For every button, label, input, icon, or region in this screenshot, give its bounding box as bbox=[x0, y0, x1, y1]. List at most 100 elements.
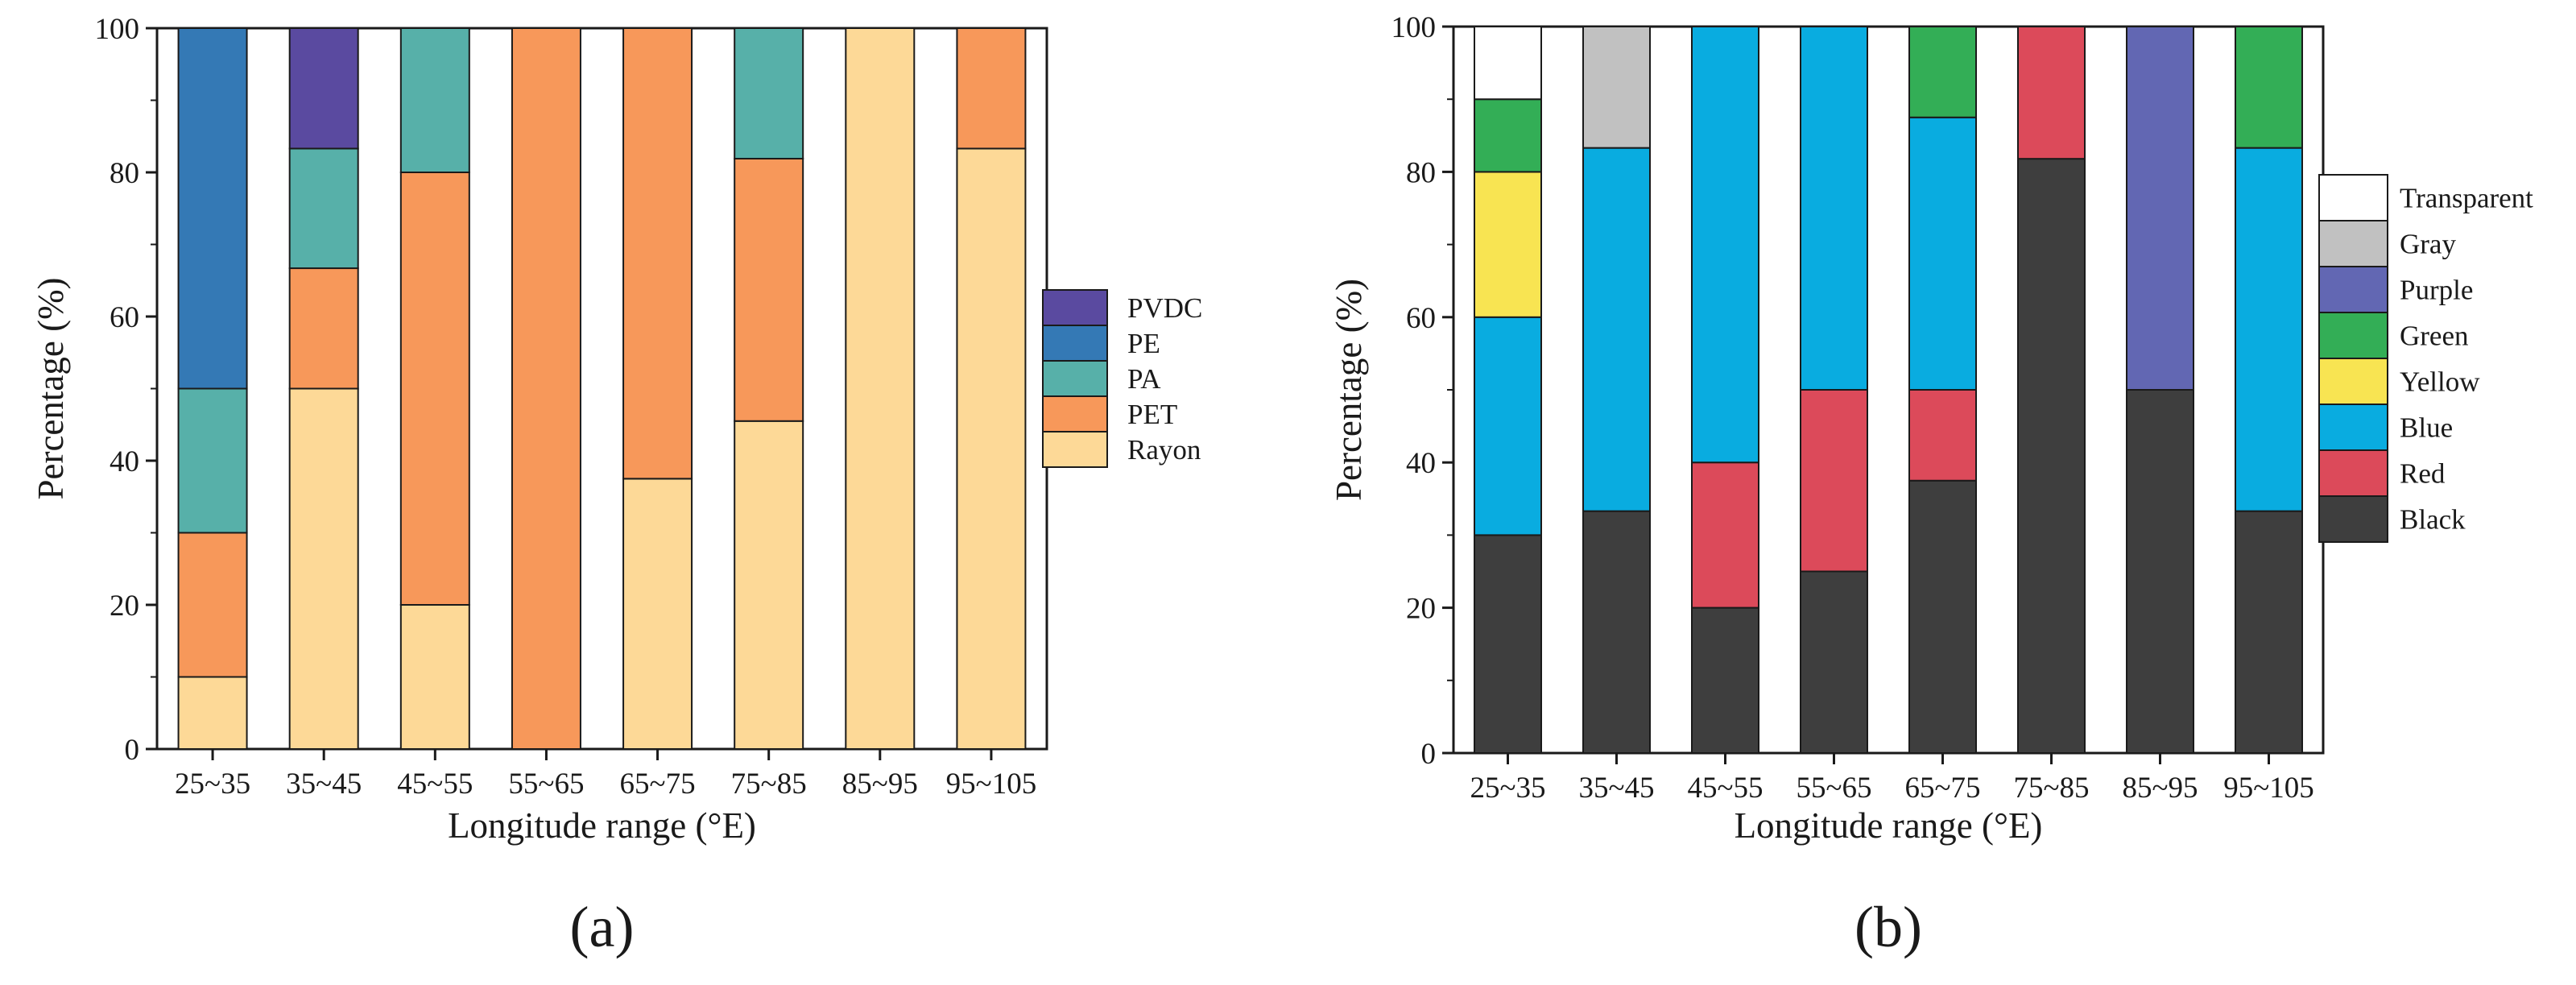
legend-swatch-rayon bbox=[1042, 431, 1108, 468]
chart-panel-a: 0 20 40 60 80 100 25~35 35~45 45~55 55~65 65~75 75~… bbox=[31, 13, 1202, 959]
legend-swatch-red bbox=[2318, 449, 2388, 497]
bar-segment-b-black-5 bbox=[2017, 158, 2086, 754]
y-tick-label: 40 bbox=[110, 445, 139, 478]
bar-segment-a-rayon-0 bbox=[177, 676, 248, 750]
bar-segment-a-pet-0 bbox=[177, 532, 248, 678]
y-tick-label: 40 bbox=[1406, 447, 1436, 480]
y-tick-label: 80 bbox=[1406, 156, 1436, 189]
y-tick-label: 80 bbox=[110, 157, 139, 190]
legend-label-gray: Gray bbox=[2400, 229, 2456, 260]
x-tick-label: 65~75 bbox=[1904, 772, 1980, 805]
legend-label-pvdc: PVDC bbox=[1127, 292, 1202, 324]
panel-label: (b) bbox=[1854, 895, 1922, 959]
legend-swatch-pa bbox=[1042, 360, 1108, 397]
bar-segment-b-blue-2 bbox=[1691, 26, 1759, 464]
bar-segment-a-rayon-4 bbox=[622, 478, 693, 750]
legend-label-red: Red bbox=[2400, 458, 2446, 490]
legend-swatch-green bbox=[2318, 312, 2388, 359]
legend-label-rayon: Rayon bbox=[1127, 434, 1201, 466]
x-tick-label: 75~85 bbox=[731, 768, 807, 801]
x-tick-label: 85~95 bbox=[842, 768, 918, 801]
y-tick-label: 60 bbox=[110, 301, 139, 334]
bar-segment-b-red-2 bbox=[1691, 461, 1759, 609]
x-tick-label: 95~105 bbox=[946, 768, 1037, 801]
bar-segment-a-pet-3 bbox=[511, 27, 581, 750]
bar-segment-b-green-7 bbox=[2235, 26, 2303, 149]
y-tick-label: 100 bbox=[1391, 11, 1437, 44]
bar-segment-a-pa-1 bbox=[288, 147, 359, 270]
legend-label-purple: Purple bbox=[2400, 275, 2473, 306]
legend-swatch-gray bbox=[2318, 220, 2388, 267]
bar-segment-b-red-4 bbox=[1908, 389, 1977, 482]
bar-segment-b-black-2 bbox=[1691, 606, 1759, 754]
legend-label-pet: PET bbox=[1127, 399, 1177, 430]
legend-label-blue: Blue bbox=[2400, 412, 2453, 444]
bar-segment-b-yellow-0 bbox=[1474, 171, 1542, 318]
bar-segment-b-blue-3 bbox=[1800, 26, 1868, 391]
legend-swatch-transparent bbox=[2318, 174, 2388, 221]
x-tick-label: 95~105 bbox=[2223, 772, 2314, 805]
bar-segment-b-black-1 bbox=[1582, 510, 1651, 754]
y-tick-label: 20 bbox=[1406, 593, 1436, 626]
bar-segment-b-black-6 bbox=[2126, 389, 2194, 754]
bar-segment-a-pet-1 bbox=[288, 267, 359, 390]
bar-segment-b-blue-7 bbox=[2235, 147, 2303, 512]
bar-segment-a-rayon-1 bbox=[288, 387, 359, 750]
x-tick-label: 35~45 bbox=[286, 768, 362, 801]
bar-segment-b-blue-1 bbox=[1582, 147, 1651, 512]
x-tick-label: 35~45 bbox=[1578, 772, 1654, 805]
bar-segment-a-pet-5 bbox=[734, 157, 804, 422]
x-tick-label: 25~35 bbox=[175, 768, 250, 801]
bar-segment-a-pet-2 bbox=[399, 172, 470, 606]
x-tick-label: 45~55 bbox=[1687, 772, 1763, 805]
bar-segment-b-blue-4 bbox=[1908, 116, 1977, 391]
legend-label-black: Black bbox=[2400, 504, 2466, 536]
bar-segment-a-rayon-7 bbox=[956, 147, 1027, 750]
y-axis-label: Percentage (%) bbox=[31, 277, 71, 499]
x-tick-label: 75~85 bbox=[2013, 772, 2089, 805]
bar-segment-a-rayon-6 bbox=[845, 27, 916, 750]
x-tick-label: 65~75 bbox=[620, 768, 696, 801]
bar-segment-a-pe-0 bbox=[177, 27, 248, 390]
legend-swatch-purple bbox=[2318, 266, 2388, 313]
bar-segment-a-rayon-2 bbox=[399, 604, 470, 750]
y-tick-label: 60 bbox=[1406, 302, 1436, 335]
bar-segment-a-rayon-5 bbox=[734, 420, 804, 751]
x-axis-label: Longitude range (°E) bbox=[448, 805, 756, 846]
bar-segment-b-green-4 bbox=[1908, 26, 1977, 118]
bar-segment-b-red-5 bbox=[2017, 26, 2086, 160]
bar-segment-b-transparent-0 bbox=[1474, 26, 1542, 101]
legend-swatch-black bbox=[2318, 495, 2388, 543]
legend-label-pe: PE bbox=[1127, 328, 1160, 359]
legend-swatch-blue bbox=[2318, 404, 2388, 451]
y-tick-label: 100 bbox=[95, 13, 140, 46]
bar-segment-b-black-7 bbox=[2235, 510, 2303, 754]
legend-label-pa: PA bbox=[1127, 363, 1161, 395]
bar-segment-b-black-4 bbox=[1908, 479, 1977, 754]
bar-segment-a-pa-0 bbox=[177, 387, 248, 534]
bar-segment-b-black-3 bbox=[1800, 570, 1868, 754]
bar-segment-b-red-3 bbox=[1800, 389, 1868, 573]
x-tick-label: 45~55 bbox=[397, 768, 473, 801]
legend-swatch-pet bbox=[1042, 395, 1108, 432]
x-tick-label: 55~65 bbox=[1796, 772, 1871, 805]
panel-label: (a) bbox=[570, 895, 635, 959]
bar-segment-a-pet-7 bbox=[956, 27, 1027, 150]
y-tick-label: 0 bbox=[125, 734, 140, 767]
x-tick-label: 85~95 bbox=[2122, 772, 2198, 805]
legend-label-yellow: Yellow bbox=[2400, 366, 2480, 398]
bar-segment-a-pvdc-1 bbox=[288, 27, 359, 150]
bar-segment-a-pet-4 bbox=[622, 27, 693, 480]
legend-label-green: Green bbox=[2400, 321, 2469, 352]
legend-swatch-pe bbox=[1042, 325, 1108, 362]
bar-segment-b-purple-6 bbox=[2126, 26, 2194, 391]
bar-segment-b-blue-0 bbox=[1474, 316, 1542, 536]
y-tick-label: 0 bbox=[1421, 738, 1437, 771]
legend-swatch-yellow bbox=[2318, 358, 2388, 405]
bar-segment-b-green-0 bbox=[1474, 98, 1542, 173]
chart-panel-b: 0 20 40 60 80 100 25~35 35~45 45~55 55~65 65~75 75~… bbox=[1329, 11, 2533, 959]
bar-segment-a-pa-5 bbox=[734, 27, 804, 159]
legend-label-transparent: Transparent bbox=[2400, 183, 2533, 214]
bar-segment-b-gray-1 bbox=[1582, 26, 1651, 149]
